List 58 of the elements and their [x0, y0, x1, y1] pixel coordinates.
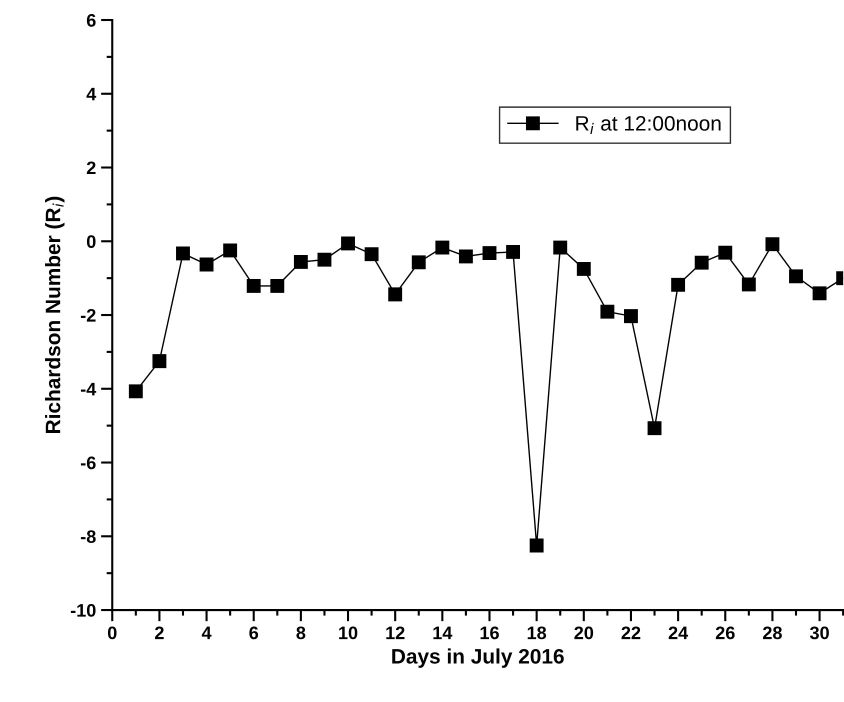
y-axis-title: Richardson Number (R$_{i}$): [45, 196, 64, 434]
point: [553, 240, 568, 254]
point: [765, 237, 780, 252]
y-tick-label: -10: [70, 604, 96, 617]
point: [152, 354, 166, 368]
y-tick-label: -8: [80, 530, 96, 544]
point: [482, 246, 496, 260]
point: [742, 277, 756, 292]
x-tick-label: 30: [810, 626, 829, 640]
x-tick-label: 24: [668, 626, 688, 640]
point: [812, 286, 827, 300]
point: [600, 304, 614, 319]
point: [435, 240, 450, 254]
y-tick-label: 0: [86, 235, 96, 248]
point: [341, 236, 355, 250]
x-tick-label: 2: [155, 626, 164, 640]
x-tick-label: 20: [574, 626, 594, 640]
point: [294, 254, 308, 269]
point: [718, 246, 732, 260]
x-tick-label: 4: [202, 626, 212, 640]
point: [506, 245, 520, 259]
point: [671, 278, 686, 292]
point: [246, 278, 261, 293]
point: [624, 309, 638, 324]
x-axis-title: Days in July 2016: [392, 648, 564, 668]
y-tick-label: 2: [86, 161, 96, 174]
x-tick-label: 18: [528, 626, 546, 640]
x-tick-label: 10: [339, 626, 358, 640]
point: [270, 278, 284, 293]
point: [694, 256, 709, 270]
y-tick-label: -2: [80, 308, 96, 322]
x-tick-label: 26: [716, 626, 735, 640]
x-tick-label: 22: [622, 626, 640, 640]
x-tick-label: 0: [108, 626, 117, 640]
point: [200, 258, 214, 272]
point: [364, 247, 379, 262]
x-tick-label: 12: [386, 626, 404, 640]
point: [648, 421, 662, 436]
y-tick-label: 6: [86, 14, 96, 27]
point: [576, 262, 591, 276]
point: [412, 255, 426, 270]
point: [318, 252, 332, 267]
x-tick-label: 14: [433, 626, 452, 640]
x-tick-label: 6: [249, 626, 258, 640]
point: [458, 249, 473, 264]
point: [176, 246, 190, 260]
point: [223, 244, 238, 258]
y-tick-label: -4: [80, 382, 96, 396]
y-tick-label: 4: [86, 88, 96, 100]
point: [128, 384, 143, 398]
legend-label: R$_{i}$ at 12:00noon: [576, 116, 721, 134]
x-tick-label: 8: [296, 626, 306, 640]
point: [530, 538, 544, 552]
point: [789, 269, 803, 284]
point: [388, 287, 402, 302]
x-tick-label: 16: [480, 626, 499, 640]
y-tick-label: -6: [80, 456, 96, 470]
x-tick-label: 28: [763, 626, 782, 640]
